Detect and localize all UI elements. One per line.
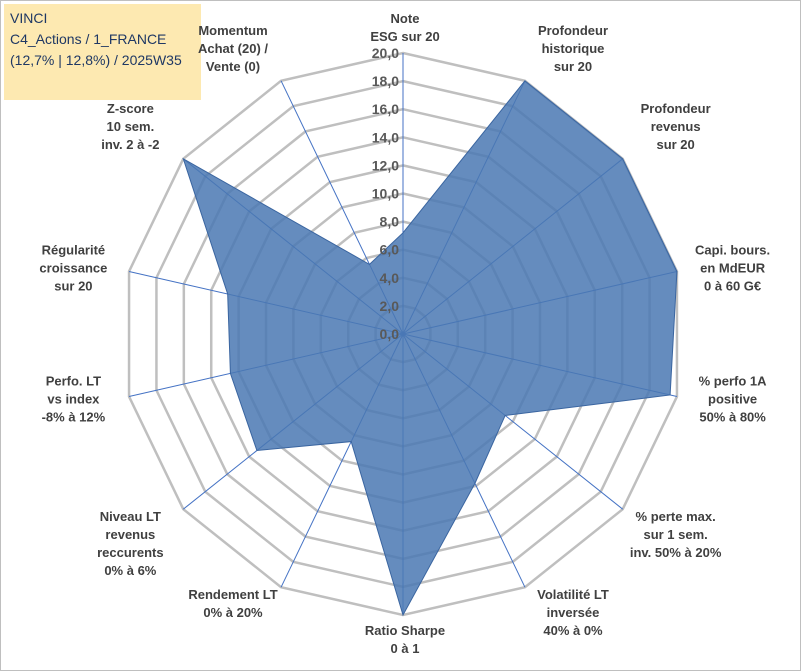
axis-label-10: Niveau LT revenus reccurents 0% à 6% — [97, 509, 163, 578]
axis-label-line: % perte max. — [636, 509, 716, 524]
axis-label-8: Ratio Sharpe 0 à 1 — [365, 623, 445, 656]
axis-label-line: inv. 2 à -2 — [101, 137, 159, 152]
axis-label-13: Z-score 10 sem. inv. 2 à -2 — [101, 101, 159, 152]
series-area — [182, 80, 678, 617]
tick-label: 8,0 — [380, 214, 400, 230]
axis-label-line: inversée — [547, 605, 600, 620]
title-line-company: VINCI — [10, 10, 48, 26]
axis-label-line: 0 à 60 G€ — [704, 278, 761, 293]
axis-label-2: Profondeur historique sur 20 — [538, 23, 608, 74]
axis-label-line: Régularité — [42, 242, 106, 257]
axis-label-line: 0% à 20% — [203, 605, 263, 620]
axis-label-line: en MdEUR — [700, 260, 766, 275]
axis-label-line: 0 à 1 — [391, 641, 420, 656]
axis-label-line: % perfo 1A — [699, 374, 768, 389]
tick-label: 20,0 — [372, 45, 399, 61]
axis-label-line: Perfo. LT — [46, 374, 101, 389]
axis-label-line: Z-score — [107, 101, 154, 116]
title-line-stats: (12,7% | 12,8%) / 2025W35 — [10, 52, 182, 68]
axis-label-3: Profondeur revenus sur 20 — [641, 101, 711, 152]
axis-label-line: Rendement LT — [188, 587, 277, 602]
title-line-category: C4_Actions / 1_FRANCE — [10, 31, 167, 47]
axis-label-line: Capi. bours. — [695, 242, 770, 257]
axis-label-line: Niveau LT — [100, 509, 161, 524]
axis-label-line: 0% à 6% — [104, 563, 156, 578]
axis-label-line: Volatilité LT — [537, 587, 609, 602]
tick-label: 4,0 — [380, 270, 400, 286]
axis-label-line: vs index — [47, 392, 100, 407]
tick-label: 10,0 — [372, 186, 399, 202]
axis-label-7: Volatilité LT inversée 40% à 0% — [537, 587, 609, 638]
axis-label-line: croissance — [39, 260, 107, 275]
axis-label-6: % perte max. sur 1 sem. inv. 50% à 20% — [630, 509, 722, 560]
axis-label-line: Note — [391, 11, 420, 26]
tick-label: 16,0 — [372, 101, 399, 117]
axis-label-line: historique — [542, 41, 605, 56]
axis-label-line: sur 20 — [656, 137, 694, 152]
tick-label: 6,0 — [380, 242, 400, 258]
axis-label-line: sur 20 — [554, 59, 592, 74]
chart-title-box: VINCI C4_Actions / 1_FRANCE (12,7% | 12,… — [4, 4, 201, 100]
axis-label-line: revenus — [651, 119, 701, 134]
axis-label-line: Profondeur — [538, 23, 608, 38]
axis-label-line: inv. 50% à 20% — [630, 545, 722, 560]
axis-label-line: -8% à 12% — [42, 410, 106, 425]
axis-label-14: Momentum Achat (20) / Vente (0) — [198, 23, 268, 74]
tick-label: 2,0 — [380, 298, 400, 314]
axis-label-5: % perfo 1A positive 50% à 80% — [699, 374, 768, 425]
tick-label: 12,0 — [372, 157, 399, 173]
axis-label-line: Vente (0) — [206, 59, 260, 74]
axis-label-1: Note ESG sur 20 — [370, 11, 439, 44]
axis-label-4: Capi. bours. en MdEUR 0 à 60 G€ — [695, 242, 770, 293]
axis-label-line: 40% à 0% — [543, 623, 603, 638]
axis-label-line: revenus — [105, 527, 155, 542]
axis-label-12: Régularité croissance sur 20 — [39, 242, 107, 293]
axis-label-line: 10 sem. — [107, 119, 155, 134]
axis-label-9: Rendement LT 0% à 20% — [188, 587, 277, 620]
axis-label-line: 50% à 80% — [699, 410, 766, 425]
axis-label-line: Profondeur — [641, 101, 711, 116]
tick-label: 18,0 — [372, 73, 399, 89]
axis-label-line: sur 1 sem. — [643, 527, 707, 542]
axis-label-line: reccurents — [97, 545, 163, 560]
axis-label-line: Ratio Sharpe — [365, 623, 445, 638]
axis-label-line: ESG sur 20 — [370, 29, 439, 44]
axis-label-line: Momentum — [198, 23, 267, 38]
axis-label-line: Achat (20) / — [198, 41, 268, 56]
tick-label: 0,0 — [380, 326, 400, 342]
tick-label: 14,0 — [372, 129, 399, 145]
axis-label-line: sur 20 — [54, 278, 92, 293]
axis-label-line: positive — [708, 392, 757, 407]
axis-label-11: Perfo. LT vs index -8% à 12% — [42, 374, 106, 425]
